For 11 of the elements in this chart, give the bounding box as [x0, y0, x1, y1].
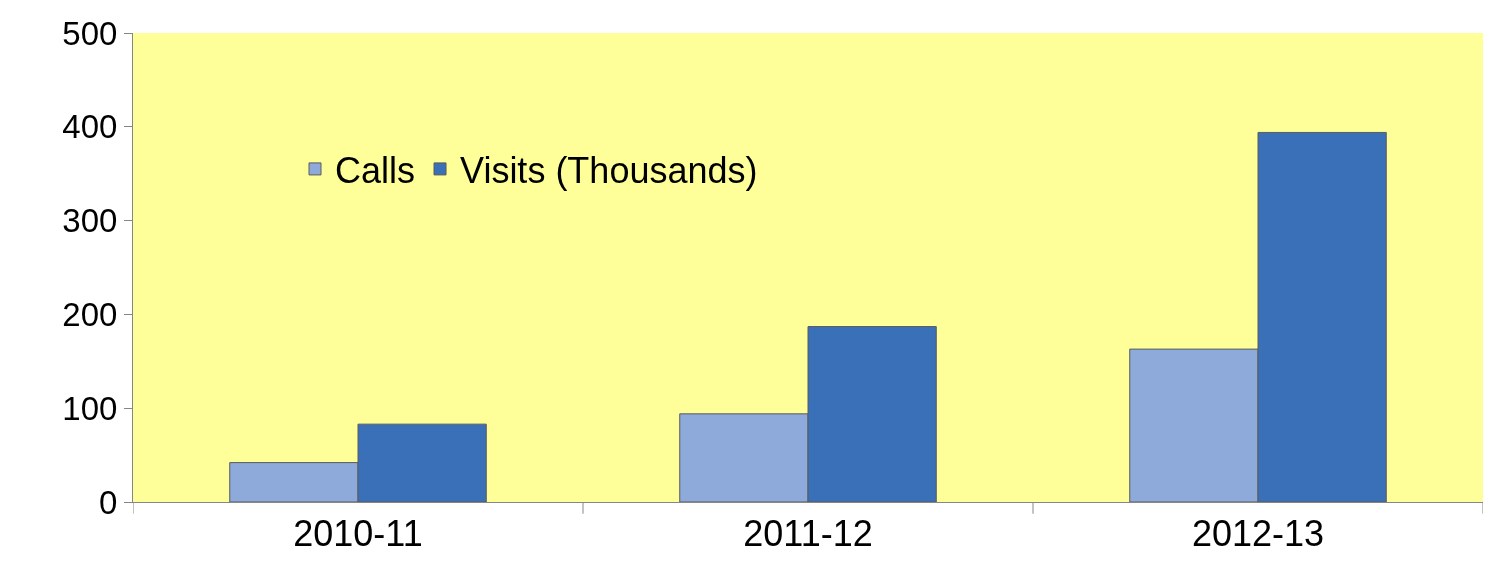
y-tick-label: 100 — [62, 389, 118, 427]
y-tick-label: 400 — [62, 108, 118, 146]
x-tick-label: 2010-11 — [293, 513, 423, 555]
y-tick-label: 500 — [62, 14, 118, 52]
x-tick-label: 2012-13 — [1191, 513, 1325, 555]
legend-label: Calls — [335, 149, 416, 191]
y-tick-label: 0 — [99, 483, 118, 521]
x-tick-label: 2011-12 — [743, 513, 873, 555]
legend-label: Visits (Thousands) — [460, 149, 758, 191]
y-tick-label: 200 — [62, 295, 118, 333]
y-tick-label: 300 — [62, 202, 118, 240]
